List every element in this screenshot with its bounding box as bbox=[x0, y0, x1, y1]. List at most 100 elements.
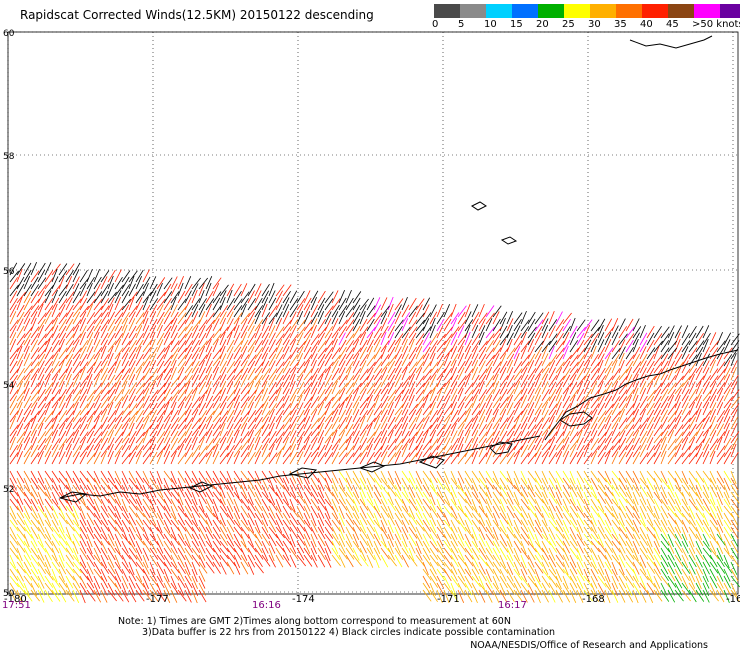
wind-barb bbox=[219, 445, 229, 458]
wind-barb bbox=[310, 374, 318, 388]
wind-barb bbox=[114, 582, 122, 596]
wind-barb bbox=[667, 498, 676, 512]
wind-barb bbox=[429, 582, 436, 597]
wind-barb bbox=[513, 470, 521, 484]
wind-barb bbox=[422, 561, 429, 576]
wind-barb bbox=[429, 395, 437, 409]
wind-barb bbox=[275, 333, 285, 346]
wind-barb bbox=[359, 354, 368, 367]
wind-barb bbox=[114, 589, 124, 602]
wind-barb bbox=[415, 533, 424, 547]
wind-barb bbox=[16, 375, 26, 388]
wind-barb bbox=[93, 318, 102, 332]
wind-barb bbox=[275, 519, 283, 533]
wind-barb bbox=[289, 319, 299, 332]
wind-barb bbox=[177, 484, 185, 498]
wind-barb bbox=[625, 526, 634, 540]
wind-barb bbox=[695, 325, 704, 339]
wind-barb bbox=[471, 484, 479, 498]
wind-barb bbox=[303, 319, 313, 332]
wind-barb bbox=[37, 444, 46, 458]
wind-barb bbox=[548, 547, 556, 561]
wind-barb bbox=[450, 470, 458, 484]
wind-barb bbox=[191, 360, 200, 374]
wind-barb bbox=[716, 561, 726, 574]
wind-barb bbox=[681, 346, 689, 360]
wind-barb bbox=[338, 470, 348, 483]
wind-barb bbox=[93, 431, 103, 444]
wind-barb bbox=[597, 318, 606, 332]
wind-barb bbox=[527, 346, 535, 360]
wind-barb bbox=[408, 533, 417, 547]
wind-barb bbox=[436, 382, 447, 395]
wind-barb bbox=[93, 325, 102, 339]
wind-barb bbox=[422, 547, 431, 561]
wind-barb bbox=[716, 589, 725, 603]
wind-barb bbox=[338, 311, 346, 325]
wind-barb bbox=[415, 382, 425, 395]
wind-barb bbox=[562, 345, 569, 360]
wind-barb bbox=[128, 512, 137, 526]
wind-barb bbox=[730, 589, 740, 602]
wind-barb bbox=[667, 438, 677, 451]
wind-barb bbox=[373, 526, 381, 540]
wind-barb bbox=[478, 360, 486, 374]
wind-barb bbox=[534, 340, 544, 353]
wind-barb bbox=[317, 332, 326, 346]
wind-barb bbox=[429, 505, 439, 518]
wind-barb bbox=[317, 484, 325, 498]
wind-barb bbox=[86, 298, 97, 311]
wind-barb bbox=[170, 359, 177, 374]
wind-barb bbox=[51, 561, 61, 574]
wind-barb bbox=[695, 380, 702, 395]
wind-barb bbox=[576, 319, 586, 332]
wind-barb bbox=[240, 512, 248, 526]
wind-barb bbox=[401, 296, 408, 311]
wind-barb bbox=[79, 269, 88, 283]
wind-barb bbox=[548, 437, 556, 451]
wind-barb bbox=[184, 283, 193, 297]
wind-barb bbox=[611, 325, 619, 339]
wind-barb bbox=[198, 589, 207, 603]
wind-barb bbox=[604, 498, 613, 512]
wind-barb bbox=[492, 381, 500, 395]
wind-barb bbox=[548, 452, 558, 465]
wind-barb bbox=[730, 333, 740, 346]
wind-barb bbox=[16, 477, 24, 491]
wind-barb bbox=[611, 484, 620, 498]
wind-barb bbox=[72, 561, 82, 574]
wind-barb bbox=[142, 512, 152, 525]
wind-barb bbox=[16, 568, 24, 582]
wind-barb bbox=[394, 519, 402, 533]
wind-barb bbox=[534, 437, 543, 451]
wind-barb bbox=[597, 547, 607, 560]
wind-barb bbox=[646, 512, 654, 526]
wind-barb bbox=[436, 582, 445, 596]
wind-barb bbox=[282, 339, 290, 353]
wind-barb bbox=[576, 429, 583, 444]
wind-barb bbox=[485, 437, 494, 451]
wind-barb bbox=[709, 498, 717, 512]
wind-barb bbox=[296, 304, 304, 318]
wind-barb bbox=[23, 470, 32, 484]
wind-barb bbox=[723, 332, 732, 346]
wind-barb bbox=[247, 283, 256, 297]
wind-barb bbox=[520, 395, 528, 409]
wind-barb bbox=[688, 325, 697, 339]
wind-barb bbox=[184, 491, 193, 505]
wind-barb bbox=[30, 470, 39, 484]
wind-barb bbox=[121, 533, 132, 546]
wind-barb bbox=[303, 416, 311, 430]
wind-barb bbox=[394, 304, 402, 318]
wind-barb bbox=[604, 352, 611, 367]
wind-barb bbox=[163, 491, 172, 505]
wind-barb bbox=[590, 470, 600, 483]
wind-barb bbox=[597, 477, 606, 491]
wind-barb bbox=[681, 332, 690, 346]
wind-barb bbox=[499, 498, 506, 513]
wind-barb bbox=[254, 498, 263, 512]
wind-barb bbox=[205, 430, 213, 444]
wind-barb bbox=[30, 284, 40, 297]
wind-barb bbox=[394, 382, 404, 395]
wind-barb bbox=[492, 477, 502, 490]
